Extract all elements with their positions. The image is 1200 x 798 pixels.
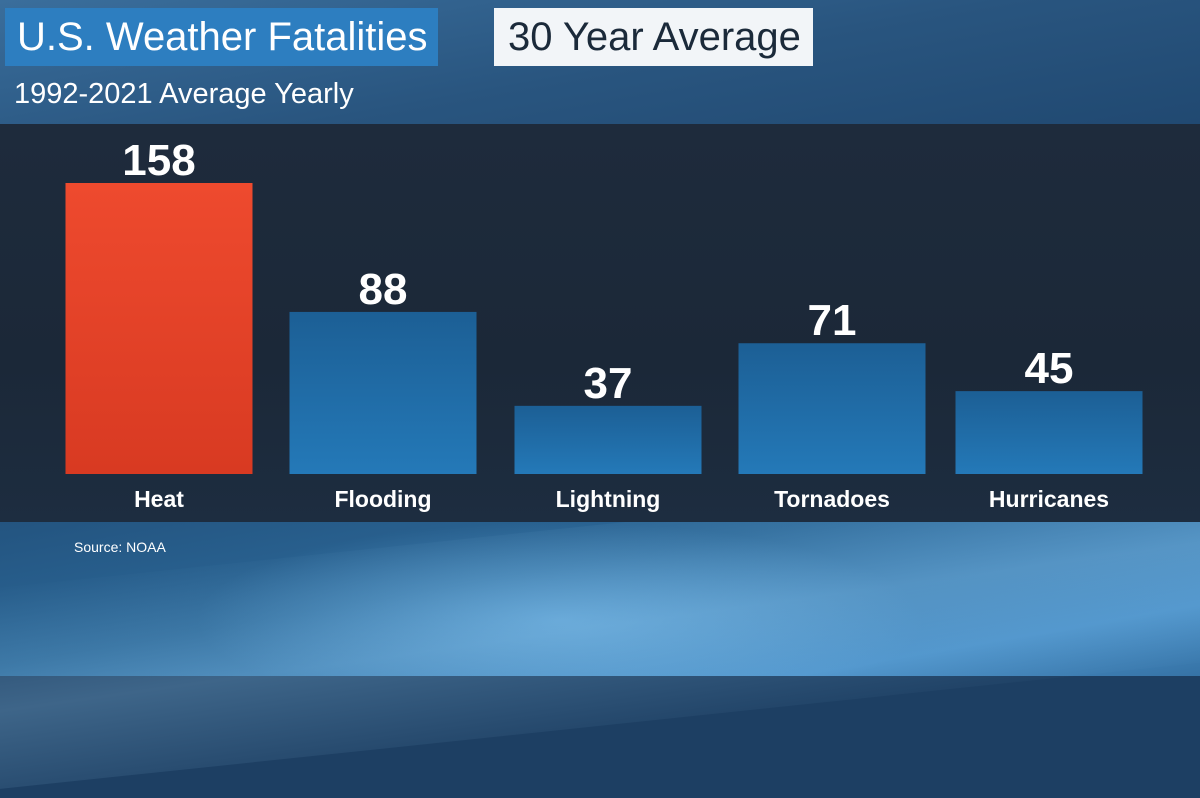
source-note: Source: NOAA [74,539,166,555]
value-label-heat: 158 [122,136,195,185]
value-label-flooding: 88 [359,265,408,314]
category-label-tornadoes: Tornadoes [774,486,890,512]
bar-hurricanes [955,391,1143,474]
bar-chart: 158 Heat 88 Flooding 37 Lightning 71 Tornadoes 4… [65,136,1143,512]
bar-tornadoes [738,343,926,474]
bar-flooding [289,311,477,474]
chart-subtitle: 1992-2021 Average Yearly [14,78,354,110]
bar-heat [65,183,253,474]
category-label-flooding: Flooding [334,486,431,512]
value-label-tornadoes: 71 [808,296,857,345]
value-label-lightning: 37 [584,359,633,408]
chart-title: U.S. Weather Fatalities [5,8,438,66]
value-label-hurricanes: 45 [1025,344,1074,393]
bar-lightning [514,405,702,474]
title-tag: 30 Year Average [494,8,813,66]
category-label-heat: Heat [134,486,184,512]
category-label-lightning: Lightning [556,486,661,512]
category-label-hurricanes: Hurricanes [989,486,1109,512]
